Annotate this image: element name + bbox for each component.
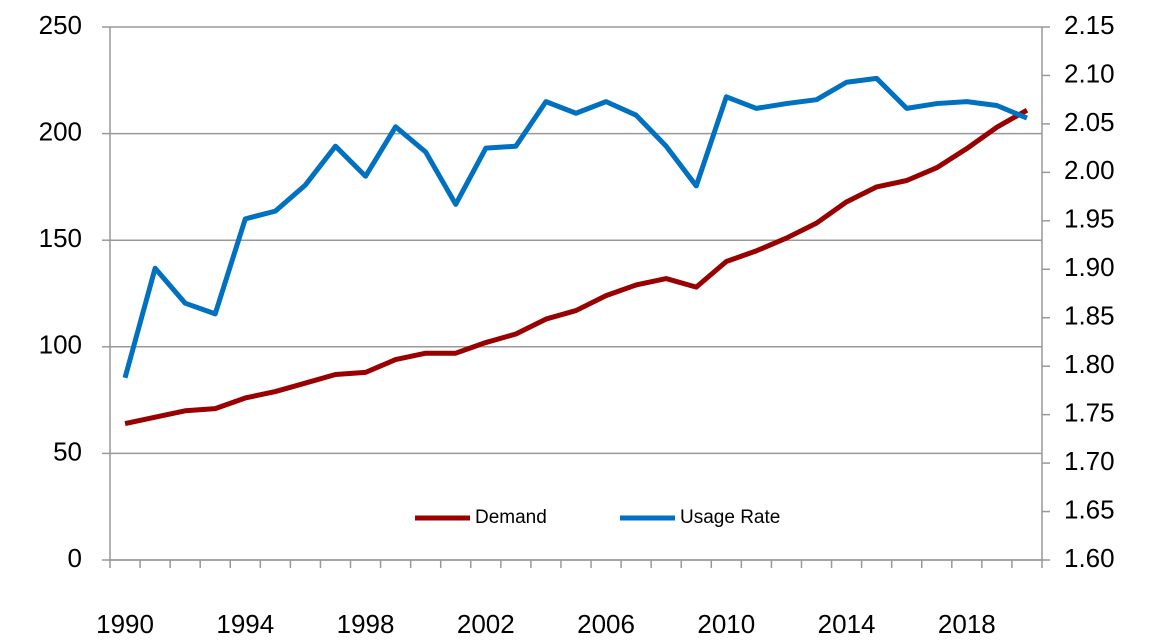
x-tick-label: 1994 bbox=[216, 609, 274, 639]
x-tick-label: 2010 bbox=[697, 609, 755, 639]
series-line bbox=[124, 107, 1029, 426]
x-tick-label: 1990 bbox=[96, 609, 154, 639]
y-tick-label: 200 bbox=[39, 116, 82, 146]
y-tick-label: 250 bbox=[39, 10, 82, 40]
y2-tick-label: 1.95 bbox=[1064, 204, 1115, 234]
x-tick-label: 2018 bbox=[938, 609, 996, 639]
y2-tick-label: 1.80 bbox=[1064, 349, 1115, 379]
y2-tick-label: 2.10 bbox=[1064, 58, 1115, 88]
y2-tick-label: 1.85 bbox=[1064, 301, 1115, 331]
y2-tick-label: 2.15 bbox=[1064, 10, 1115, 40]
x-tick-label: 2002 bbox=[457, 609, 515, 639]
legend-label: Demand bbox=[475, 507, 547, 528]
legend-label: Usage Rate bbox=[680, 507, 780, 528]
series-line bbox=[122, 75, 1028, 379]
y2-tick-label: 2.05 bbox=[1064, 107, 1115, 137]
y2-tick-label: 1.65 bbox=[1064, 494, 1115, 524]
x-tick-label: 1998 bbox=[337, 609, 395, 639]
y2-tick-label: 1.75 bbox=[1064, 398, 1115, 428]
y2-tick-label: 2.00 bbox=[1064, 155, 1115, 185]
y-tick-label: 50 bbox=[53, 436, 82, 466]
x-tick-label: 2014 bbox=[818, 609, 876, 639]
y2-tick-label: 1.90 bbox=[1064, 252, 1115, 282]
y2-tick-label: 1.70 bbox=[1064, 446, 1115, 476]
x-tick-label: 2006 bbox=[577, 609, 635, 639]
y-tick-label: 0 bbox=[68, 543, 82, 573]
y-tick-label: 100 bbox=[39, 330, 82, 360]
y-tick-label: 150 bbox=[39, 223, 82, 253]
y2-tick-label: 1.60 bbox=[1064, 543, 1115, 573]
